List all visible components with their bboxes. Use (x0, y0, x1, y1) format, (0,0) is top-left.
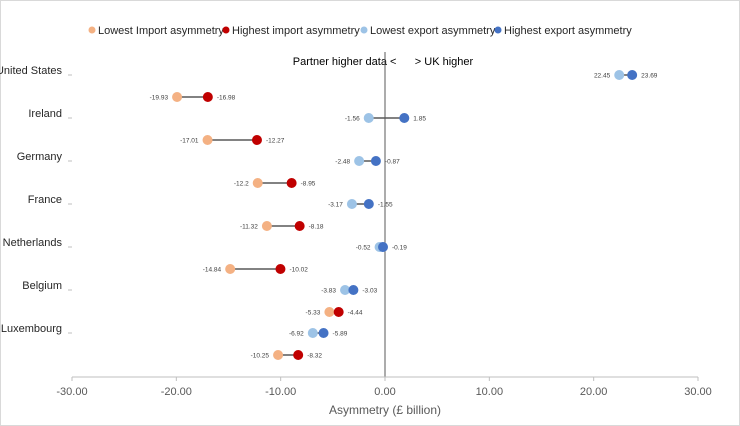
export-low-point (363, 113, 374, 123)
export-value-label: -2.48 (335, 159, 350, 166)
export-value-label: -5.89 (333, 331, 348, 338)
plot-area: -30.00 -20.00 -10.00 0.00 10.00 20.00 30.00 Uni… (0, 52, 712, 398)
import-low-point (324, 307, 335, 317)
export-value-label: -0.52 (356, 245, 371, 252)
x-tick-label: 30.00 (684, 386, 712, 398)
import-high-point (251, 135, 262, 145)
import-value-label: -12.2 (234, 181, 249, 188)
import-value-label: -10.02 (289, 267, 308, 274)
import-high-point (275, 264, 286, 274)
export-high-point (348, 285, 359, 295)
import-low-point (202, 135, 213, 145)
export-value-label: -6.92 (289, 331, 304, 338)
x-tick-label: -30.00 (56, 386, 87, 398)
country-label: Ireland (28, 108, 62, 120)
import-low-point (273, 350, 284, 360)
export-high-point (318, 328, 329, 338)
legend-entry-label: Highest export asymmetry (504, 25, 632, 37)
import-value-label: -16.98 (217, 95, 236, 102)
export-high-point (399, 113, 410, 123)
import-value-label: -10.25 (251, 353, 270, 360)
export-high-point (627, 70, 638, 80)
country-label: Netherlands (3, 237, 63, 249)
import-value-label: -19.93 (150, 95, 169, 102)
x-tick-label: 20.00 (580, 386, 608, 398)
import-low-point (172, 92, 183, 102)
export-high-point (363, 199, 374, 209)
export-value-label: -3.83 (321, 288, 336, 295)
export-low-point (340, 285, 351, 295)
export-low-point (307, 328, 318, 338)
import-high-point (293, 350, 304, 360)
country-label: France (28, 194, 62, 206)
legend-marker (360, 26, 368, 34)
import-low-point (261, 221, 272, 231)
country-label: Germany (17, 151, 63, 163)
import-high-point (333, 307, 344, 317)
import-value-label: -12.27 (266, 138, 285, 145)
legend-entry-label: Lowest export asymmetry (370, 25, 496, 37)
export-value-label: 22.45 (594, 73, 611, 80)
export-value-label: -0.87 (385, 159, 400, 166)
import-high-point (202, 92, 213, 102)
country-label: Luxembourg (1, 323, 62, 335)
x-tick-label: -10.00 (265, 386, 296, 398)
export-value-label: -0.19 (392, 245, 407, 252)
x-axis-title: Asymmetry (£ billion) (329, 403, 441, 417)
import-value-label: -4.44 (348, 310, 363, 317)
country-label: United States (0, 65, 62, 77)
legend-marker (494, 26, 502, 34)
legend-entry-label: Highest import asymmetry (232, 25, 360, 37)
import-value-label: -17.01 (180, 138, 199, 145)
import-value-label: -5.33 (306, 310, 321, 317)
export-value-label: -3.17 (328, 202, 343, 209)
import-value-label: -14.84 (203, 267, 222, 274)
import-high-point (294, 221, 305, 231)
import-low-point (252, 178, 263, 188)
export-low-point (614, 70, 625, 80)
export-low-point (346, 199, 357, 209)
import-value-label: -8.18 (309, 224, 324, 231)
x-tick-label: 0.00 (374, 386, 395, 398)
country-label: Belgium (22, 280, 62, 292)
x-tick-label: -20.00 (161, 386, 192, 398)
import-value-label: -8.95 (301, 181, 316, 188)
x-tick-label: 10.00 (476, 386, 504, 398)
export-value-label: 1.85 (413, 116, 426, 123)
export-high-point (370, 156, 381, 166)
legend-entry-label: Lowest Import asymmetry (98, 25, 224, 37)
import-low-point (225, 264, 236, 274)
export-value-label: 23.69 (641, 73, 658, 80)
export-value-label: -1.56 (345, 116, 360, 123)
export-value-label: -1.55 (378, 202, 393, 209)
export-value-label: -3.03 (362, 288, 377, 295)
import-value-label: -11.32 (240, 224, 258, 231)
import-high-point (286, 178, 297, 188)
import-value-label: -8.32 (307, 353, 322, 360)
legend: Lowest Import asymmetry Highest import as… (88, 25, 632, 37)
legend-marker (222, 26, 230, 34)
legend-marker (88, 26, 96, 34)
export-high-point (378, 242, 389, 252)
direction-annotation: Partner higher data < > UK higher (293, 56, 474, 68)
export-low-point (354, 156, 365, 166)
